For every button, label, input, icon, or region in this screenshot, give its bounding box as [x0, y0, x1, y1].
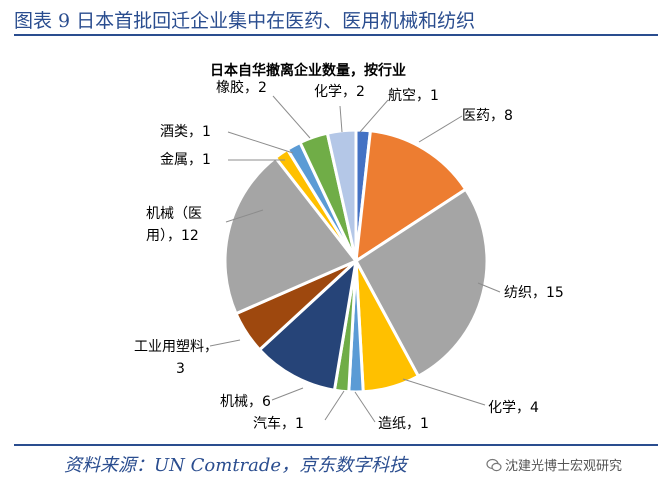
leader-line-hangkong — [359, 99, 389, 133]
chart-title: 日本自华撤离企业数量，按行业 — [210, 63, 406, 79]
watermark: 沈建光博士宏观研究 — [486, 455, 622, 474]
slice-label-gongye-line2: 3 — [176, 361, 185, 377]
leader-line-xiangjiao — [272, 95, 311, 139]
leader-line-zaozhi — [354, 391, 376, 423]
leader-line-jixie — [271, 387, 304, 401]
slice-label-jinshu: 金属，1 — [160, 152, 211, 168]
slice-label-huaxue-b: 化学，2 — [314, 84, 365, 100]
leader-line-huaxue-b — [339, 105, 343, 133]
figure-title: 图表 9 日本首批回迁企业集中在医药、医用机械和纺织 — [14, 10, 476, 32]
slice-label-qiche: 汽车，1 — [253, 416, 304, 432]
leader-line-jiulei — [227, 131, 294, 154]
slice-label-yiyao: 医药，8 — [462, 108, 513, 124]
slice-label-gongye-line1: 工业用塑料， — [134, 339, 218, 355]
pie-slice-6 — [257, 256, 359, 392]
leader-line-gongye — [209, 339, 241, 347]
wechat-icon — [486, 458, 502, 472]
leader-line-yiyao — [418, 115, 463, 143]
slice-label-jixie-yiyong-line1: 机械（医 — [146, 206, 202, 222]
source-note: 资料来源：UN Comtrade，京东数字科技 — [64, 455, 408, 476]
slice-label-jixie: 机械，6 — [220, 394, 271, 410]
leader-line-fangzhi — [477, 282, 501, 293]
slice-label-xiangjiao: 橡胶，2 — [216, 80, 267, 96]
watermark-text: 沈建光博士宏观研究 — [505, 459, 623, 474]
slice-label-jixie-yiyong-line2: 用），12 — [146, 228, 199, 244]
pie-slice-2 — [354, 187, 489, 379]
pie-slice-1 — [354, 129, 468, 264]
slice-label-jiulei: 酒类，1 — [160, 124, 211, 140]
title-divider — [14, 34, 658, 36]
slice-label-fangzhi: 纺织，15 — [504, 285, 564, 301]
leader-line-jixie-yiyong — [225, 209, 264, 223]
source-divider — [14, 444, 658, 446]
slice-label-hangkong: 航空，1 — [388, 88, 439, 104]
leader-line-huaxue-a — [402, 378, 486, 406]
pie-slice-8 — [223, 155, 359, 316]
slice-label-huaxue-a: 化学，4 — [488, 400, 539, 416]
leader-line-qiche — [324, 390, 345, 421]
slice-label-zaozhi: 造纸，1 — [378, 416, 429, 432]
